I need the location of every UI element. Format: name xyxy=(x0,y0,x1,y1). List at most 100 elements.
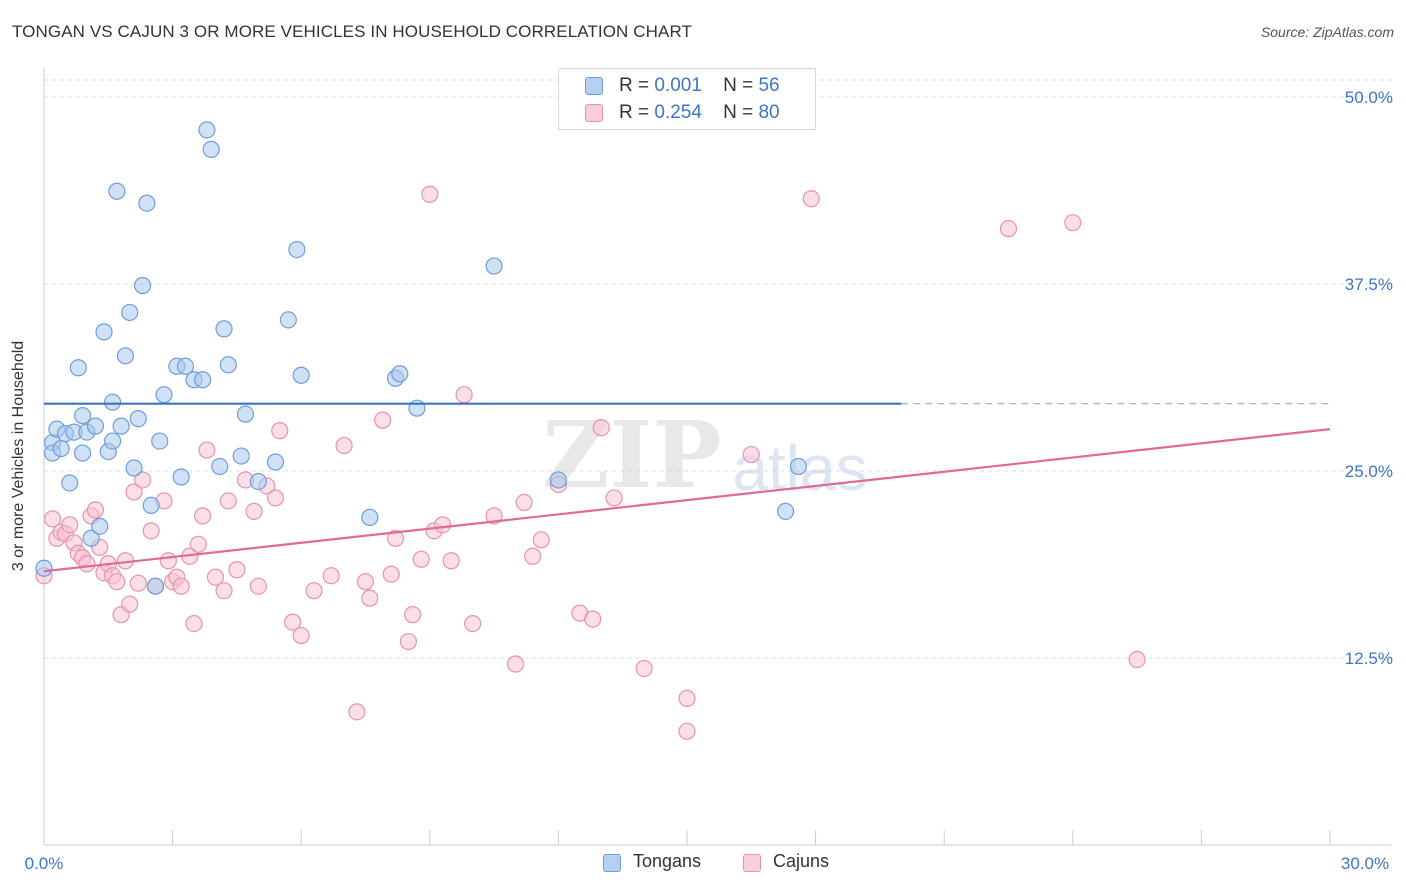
cajun-point xyxy=(206,568,225,586)
tongan-point xyxy=(776,502,795,520)
cajun-point xyxy=(78,555,96,573)
cajun-point xyxy=(219,492,237,510)
cajun-point xyxy=(404,606,422,624)
tongan-point xyxy=(151,432,169,450)
cajun-point xyxy=(386,529,405,547)
cajun-point xyxy=(348,703,366,721)
tongan-point xyxy=(789,457,808,476)
cajun-point xyxy=(464,614,482,633)
cajun-point xyxy=(245,502,263,520)
cajun-point xyxy=(142,522,160,540)
tongan-point xyxy=(194,371,212,389)
cajun-point xyxy=(185,614,203,633)
cajun-point xyxy=(61,516,79,534)
tongan-point xyxy=(91,517,109,535)
cajun-point xyxy=(374,411,392,429)
tongan-point xyxy=(219,356,237,374)
tongan-point xyxy=(361,508,379,526)
tongan-point xyxy=(108,182,126,200)
cajun-point xyxy=(455,386,473,404)
cajun-point xyxy=(361,589,379,607)
tongan-point xyxy=(236,405,255,423)
cajun-point xyxy=(159,552,177,570)
tongan-point xyxy=(73,444,92,462)
tongan-point xyxy=(266,453,285,471)
r-label: R = xyxy=(619,75,650,96)
watermark-zip: ZIP xyxy=(542,401,721,509)
cajun-point xyxy=(382,565,400,583)
tongan-point xyxy=(198,121,216,139)
tongan-point xyxy=(249,472,267,491)
tongan-point xyxy=(215,320,233,338)
cajun-point xyxy=(421,185,439,203)
r-value: 0.254 xyxy=(654,102,702,123)
n-label: N = xyxy=(723,102,754,123)
tongan-point xyxy=(408,399,426,417)
tongans-swatch xyxy=(585,77,603,95)
cajun-point xyxy=(292,626,310,645)
cajun-point xyxy=(322,567,340,585)
cajun-point xyxy=(524,547,542,565)
x-tick-label-max: 30.0% xyxy=(1341,854,1389,873)
tongan-point xyxy=(86,417,105,435)
r-label: R = xyxy=(619,102,650,123)
cajun-trend-line xyxy=(43,428,1331,573)
cajuns-swatch xyxy=(585,104,603,122)
x-tick-label-min: 0.0% xyxy=(25,854,64,873)
tongan-point xyxy=(129,410,147,428)
cajun-point xyxy=(266,489,285,507)
cajun-point xyxy=(356,573,375,591)
cajun-point xyxy=(125,483,143,501)
cajuns-legend-swatch xyxy=(743,854,761,872)
n-label: N = xyxy=(723,75,754,96)
tongan-point xyxy=(146,577,165,595)
source-label: Source: ZipAtlas.com xyxy=(1260,24,1394,40)
cajun-point xyxy=(198,441,216,459)
cajun-point xyxy=(532,531,550,549)
tongan-point xyxy=(95,323,113,341)
y-tick-label: 12.5% xyxy=(1345,649,1393,668)
chart-title: TONGAN VS CAJUN 3 OR MORE VEHICLES IN HO… xyxy=(12,22,692,41)
cajun-point xyxy=(605,489,623,507)
tongan-point xyxy=(232,447,250,465)
tongan-point xyxy=(485,257,503,275)
tongan-point xyxy=(112,417,130,435)
correlation-legend: R = 0.001 N = 56 R = 0.254 N = 80 xyxy=(558,68,816,130)
cajun-point xyxy=(1128,650,1146,669)
legend-stat-text: R = 0.001 N = 56 xyxy=(619,75,780,97)
cajun-point xyxy=(86,501,105,519)
tongan-point xyxy=(288,240,306,259)
cajun-point xyxy=(442,552,460,570)
cajun-point xyxy=(592,419,610,437)
tongan-point xyxy=(103,393,122,411)
cajun-point xyxy=(1064,214,1082,232)
cajun-point xyxy=(271,422,289,440)
cajun-point xyxy=(108,573,126,591)
cajun-point xyxy=(129,574,147,592)
tongans-legend-label: Tongans xyxy=(633,851,702,871)
cajun-point xyxy=(335,436,353,455)
tongan-point xyxy=(133,276,152,295)
tongan-point xyxy=(116,347,135,365)
cajun-point xyxy=(485,507,503,525)
legend-stat-text: R = 0.254 N = 80 xyxy=(619,102,780,124)
tongan-point xyxy=(52,439,70,458)
cajun-point xyxy=(506,655,525,673)
tongan-point xyxy=(549,471,568,489)
tongan-point xyxy=(103,432,122,450)
cajun-point xyxy=(999,220,1018,238)
cajun-point xyxy=(133,471,152,489)
tongan-point xyxy=(202,140,220,158)
cajun-point xyxy=(515,493,533,512)
tongan-point xyxy=(69,359,87,377)
tongan-point xyxy=(391,365,409,383)
cajun-point xyxy=(412,550,430,568)
cajun-point xyxy=(121,595,139,613)
tongan-point xyxy=(61,474,79,492)
tongan-point xyxy=(155,386,173,404)
cajun-point xyxy=(189,535,207,553)
tongan-point xyxy=(279,311,297,329)
tongan-point xyxy=(142,496,160,515)
tongan-point xyxy=(172,468,190,486)
